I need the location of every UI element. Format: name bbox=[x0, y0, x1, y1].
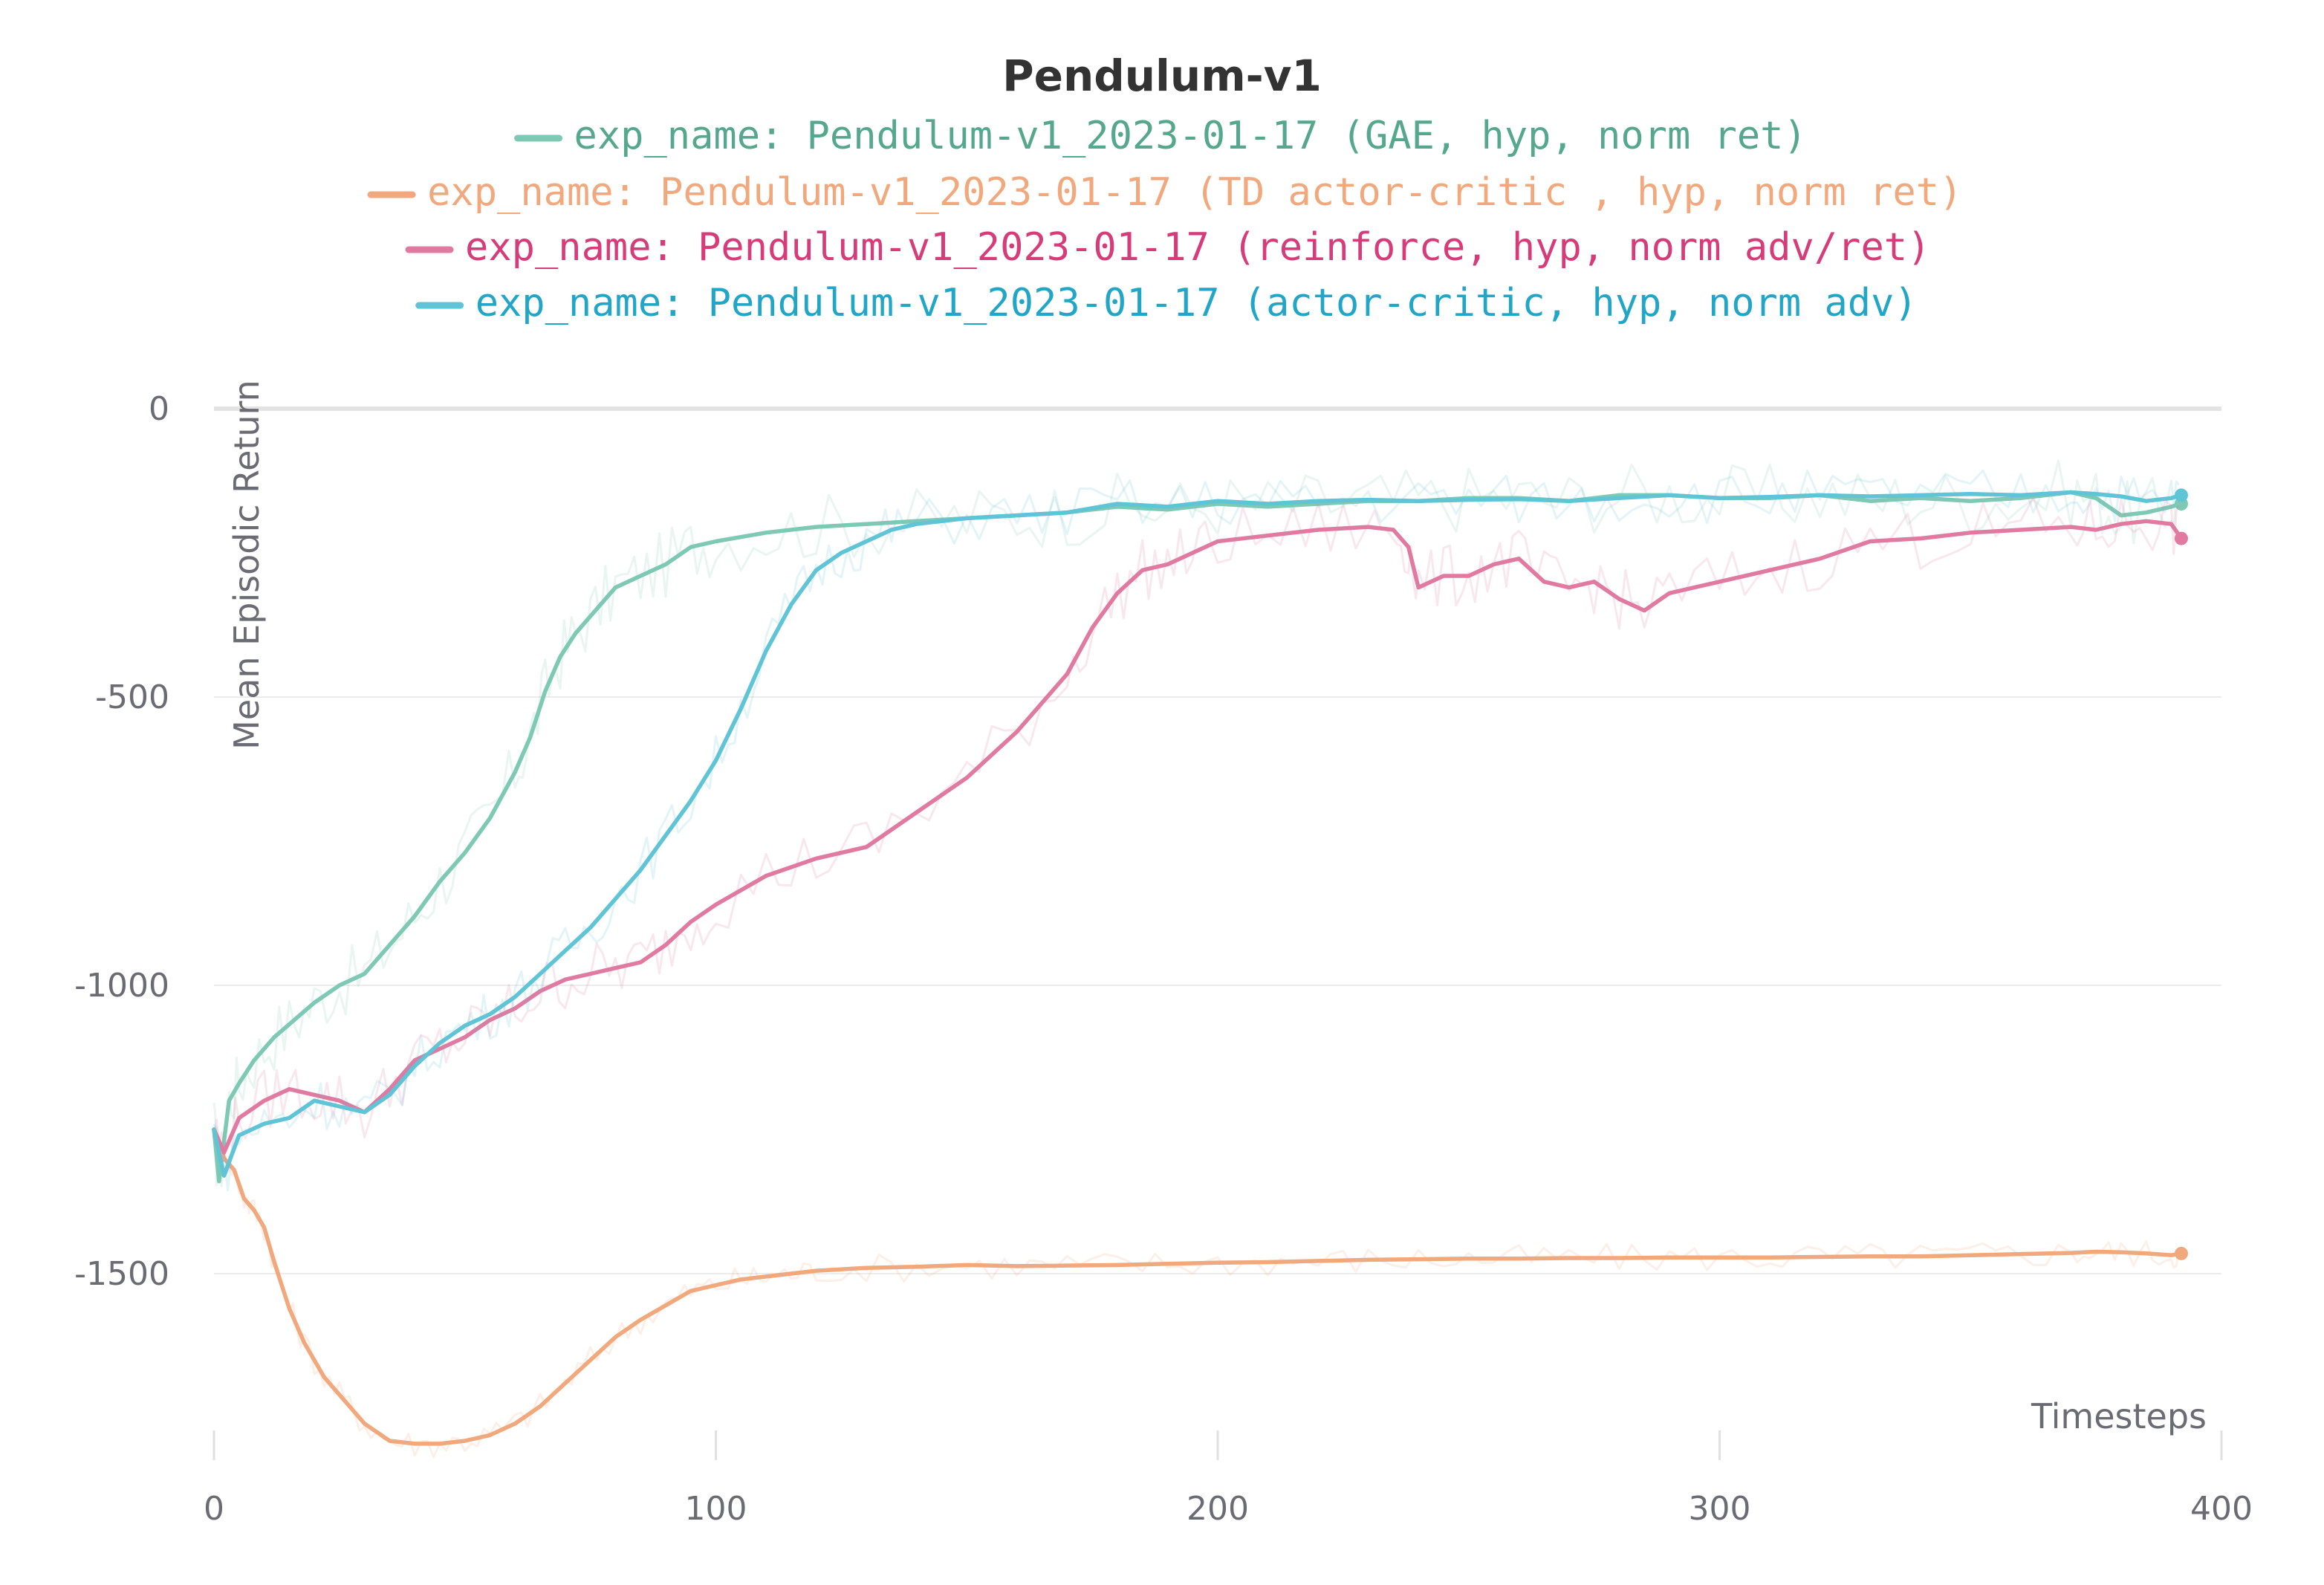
y-tick-label: 0 bbox=[149, 390, 169, 428]
series-endpoint bbox=[2174, 488, 2188, 502]
legend-label: exp_name: Pendulum-v1_2023-01-17 (reinfo… bbox=[465, 225, 1930, 270]
y-axis-label: Mean Episodic Return bbox=[227, 380, 267, 750]
chart-title: Pendulum-v1 bbox=[1002, 51, 1322, 101]
series-raw-trace bbox=[212, 1126, 2181, 1459]
x-tick-label: 200 bbox=[1187, 1490, 1249, 1528]
y-tick-label: -500 bbox=[95, 678, 169, 716]
series-raw-trace bbox=[212, 469, 2180, 1192]
legend-label: exp_name: Pendulum-v1_2023-01-17 (actor-… bbox=[475, 281, 1918, 325]
series-line bbox=[212, 519, 2184, 1155]
series-endpoint bbox=[2174, 531, 2188, 545]
series-group bbox=[212, 459, 2188, 1459]
y-axis: 0 -500 -1000 -1500 bbox=[74, 390, 169, 1293]
series-endpoint bbox=[2174, 1246, 2188, 1260]
series-line bbox=[212, 490, 2184, 1184]
x-tick-label: 0 bbox=[204, 1490, 224, 1528]
x-axis-label: Timesteps bbox=[2031, 1396, 2207, 1436]
legend-label: exp_name: Pendulum-v1_2023-01-17 (GAE, h… bbox=[574, 114, 1807, 158]
y-tick-label: -1500 bbox=[74, 1255, 169, 1293]
series-line bbox=[212, 1127, 2184, 1446]
legend: exp_name: Pendulum-v1_2023-01-17 (GAE, h… bbox=[367, 114, 1962, 325]
legend-label: exp_name: Pendulum-v1_2023-01-17 (TD act… bbox=[427, 170, 1962, 215]
series-line bbox=[212, 490, 2184, 1178]
y-tick-label: -1000 bbox=[74, 967, 169, 1005]
series-raw-trace bbox=[212, 459, 2181, 1187]
series-raw-trace bbox=[212, 496, 2180, 1173]
x-tick-label: 400 bbox=[2190, 1490, 2253, 1528]
x-tick-label: 100 bbox=[685, 1490, 747, 1528]
x-tick-label: 300 bbox=[1689, 1490, 1751, 1528]
x-axis: 0 100 200 300 400 bbox=[204, 1430, 2253, 1528]
